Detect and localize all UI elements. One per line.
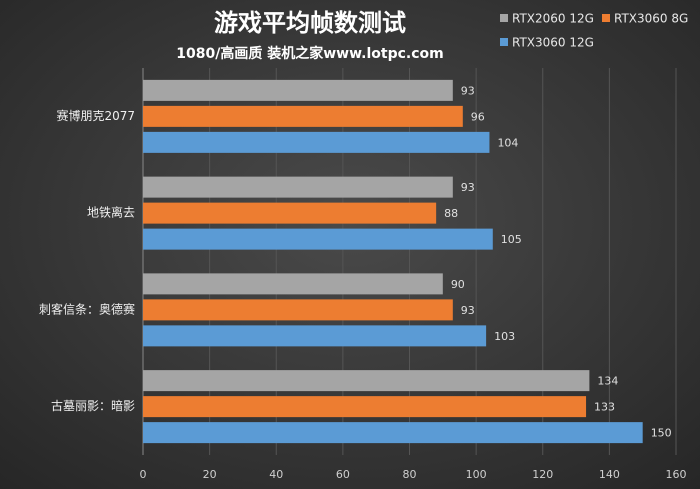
legend-swatch [602, 14, 610, 22]
chart-title: 游戏平均帧数测试 [214, 9, 406, 37]
x-tick-label: 20 [203, 468, 217, 481]
bar [143, 370, 590, 392]
bar [143, 131, 490, 153]
value-label: 90 [451, 278, 465, 291]
x-tick-label: 60 [336, 468, 350, 481]
x-tick-label: 140 [599, 468, 620, 481]
value-label: 104 [497, 136, 518, 149]
value-label: 103 [494, 330, 515, 343]
category-label: 地铁离去 [87, 205, 135, 220]
category-label: 赛博朋克2077 [56, 108, 135, 123]
value-label: 93 [461, 84, 475, 97]
value-label: 133 [594, 401, 615, 414]
bar [143, 176, 453, 198]
bar [143, 273, 443, 295]
category-label: 古墓丽影：暗影 [51, 398, 135, 413]
bar [143, 228, 493, 250]
bar [143, 79, 453, 101]
chart-subtitle: 1080/高画质 装机之家www.lotpc.com [176, 45, 443, 62]
x-tick-label: 120 [532, 468, 553, 481]
value-label: 150 [651, 427, 672, 440]
x-tick-label: 80 [403, 468, 417, 481]
legend-label: RTX2060 12G [512, 12, 594, 26]
bar [143, 202, 437, 224]
value-label: 88 [444, 207, 458, 220]
legend-label: RTX3060 8G [614, 12, 688, 26]
x-tick-label: 100 [466, 468, 487, 481]
category-label: 刺客信条：奥德赛 [39, 301, 135, 316]
bar [143, 422, 643, 444]
legend-swatch [500, 38, 508, 46]
legend-label: RTX3060 12G [512, 36, 594, 50]
bar [143, 105, 463, 127]
value-label: 93 [461, 304, 475, 317]
x-tick-label: 40 [269, 468, 283, 481]
x-tick-label: 160 [666, 468, 687, 481]
bar [143, 396, 587, 418]
legend-swatch [500, 14, 508, 22]
value-label: 93 [461, 181, 475, 194]
bar [143, 299, 453, 321]
value-label: 105 [501, 233, 522, 246]
value-label: 134 [597, 375, 618, 388]
x-tick-label: 0 [140, 468, 147, 481]
bar [143, 325, 487, 347]
value-label: 96 [471, 110, 485, 123]
